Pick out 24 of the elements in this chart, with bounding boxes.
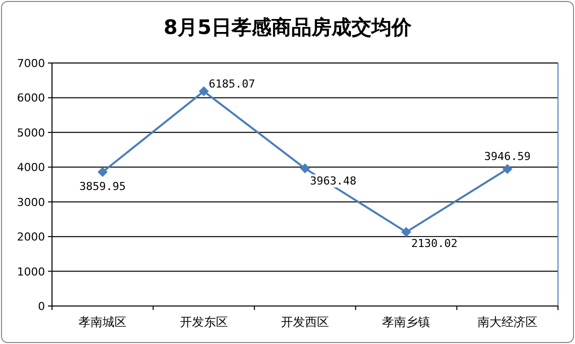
y-tick-label: 2000 — [17, 230, 45, 244]
point — [198, 86, 209, 96]
data-label: 3859.95 — [79, 180, 126, 194]
y-tick-label: 7000 — [17, 57, 45, 70]
data-label: 3946.59 — [484, 150, 531, 163]
point — [300, 163, 310, 174]
chart-title: 8月5日孝感商品房成交均价 — [164, 15, 412, 39]
y-tick-label: 5000 — [17, 126, 45, 140]
data-label: 2130.02 — [411, 237, 458, 250]
x-tick-label: 南大经济区 — [477, 315, 538, 329]
y-tick-label: 0 — [38, 300, 45, 313]
data-label: 3963.48 — [310, 174, 356, 188]
y-tick-label: 4000 — [17, 161, 45, 174]
y-tick-label: 1000 — [17, 265, 45, 278]
x-tick-label: 孝南乡镇 — [382, 315, 430, 329]
x-tick-label: 孝南城区 — [78, 315, 127, 329]
data-label: 6185.07 — [208, 77, 256, 90]
x-tick-label: 开发西区 — [281, 315, 329, 329]
y-tick-label: 6000 — [17, 92, 45, 105]
x-tick-label: 开发东区 — [180, 315, 228, 329]
point — [502, 164, 512, 174]
point — [98, 167, 108, 178]
y-tick-label: 3000 — [17, 196, 45, 209]
point — [401, 227, 412, 238]
